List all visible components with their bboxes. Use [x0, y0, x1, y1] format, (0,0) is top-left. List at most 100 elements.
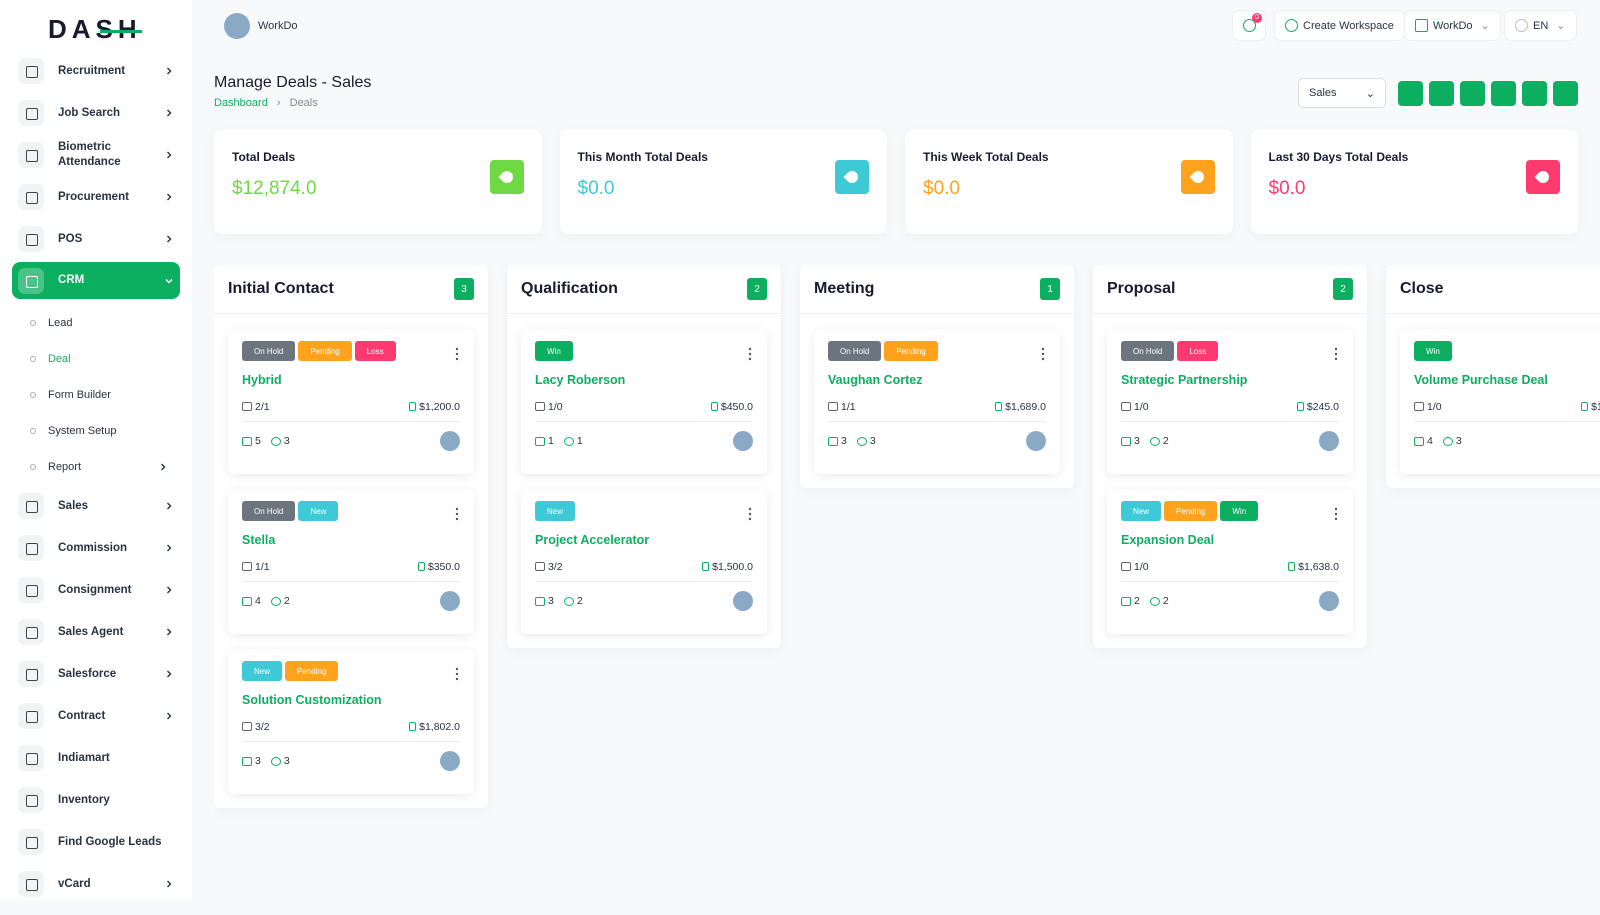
products-count: 3: [841, 435, 847, 447]
column-count: 2: [747, 278, 767, 300]
chevron: [167, 880, 172, 888]
card-menu[interactable]: [1333, 347, 1339, 361]
card-menu[interactable]: [747, 347, 753, 361]
deal-card[interactable]: On Hold New Stella 1/1 $350.0 4 2: [228, 489, 474, 634]
card-menu[interactable]: [1333, 507, 1339, 521]
deal-info: 2/1 $1,200.0: [242, 401, 460, 422]
export-button[interactable]: [1491, 80, 1516, 106]
tasks-icon: [1121, 562, 1131, 571]
sub-item[interactable]: Deal: [30, 341, 168, 377]
nav-item[interactable]: Find Google Leads: [12, 821, 180, 863]
nav-item[interactable]: Inventory: [12, 779, 180, 821]
price-value: $1,200.0: [419, 401, 460, 413]
deal-card[interactable]: On Hold Loss Strategic Partnership 1/0 $245.…: [1107, 329, 1353, 474]
deal-info: 1/0 $1,230.0: [1414, 401, 1600, 422]
price-icon: [1296, 402, 1304, 411]
user-name: WorkDo: [1433, 19, 1473, 32]
nav-item[interactable]: Recruitment: [12, 50, 180, 92]
nav-item[interactable]: Job Search: [12, 92, 180, 134]
nav-item[interactable]: CRM: [12, 262, 180, 299]
deal-name: Strategic Partnership: [1121, 373, 1248, 387]
breadcrumb-link[interactable]: Dashboard: [214, 97, 268, 109]
language-menu[interactable]: EN ⌄: [1504, 10, 1577, 41]
nav-item[interactable]: Biometric Attendance: [12, 134, 180, 176]
workspace-switch[interactable]: WorkDo: [214, 10, 308, 41]
deal-info: 1/0 $1,638.0: [1121, 561, 1339, 582]
page-title: Manage Deals - Sales: [214, 74, 372, 91]
create-button[interactable]: [1553, 80, 1578, 106]
tasks: 1/1: [828, 401, 856, 413]
card-menu[interactable]: [454, 667, 460, 681]
tasks: 2/1: [242, 401, 270, 413]
sources-icon: [1149, 596, 1160, 606]
hubspot-button[interactable]: [1429, 80, 1454, 106]
sources-icon: [1442, 436, 1453, 446]
price: $1,200.0: [409, 401, 460, 413]
nav-item[interactable]: Contract: [12, 695, 180, 737]
column: Meeting 1 On Hold Pending Vaughan Cortez 1/1 $…: [800, 265, 1074, 488]
deal-card[interactable]: On Hold Pending Loss Hybrid 2/1 $1,200.0 5 3: [228, 329, 474, 474]
deal-card[interactable]: New Project Accelerator 3/2 $1,500.0 3 2: [521, 489, 767, 634]
tasks: 3/2: [242, 721, 270, 733]
deal-name: Vaughan Cortez: [828, 373, 923, 387]
create-workspace[interactable]: Create Workspace: [1274, 10, 1405, 41]
nav-item[interactable]: POS: [12, 218, 180, 260]
column-title: Proposal: [1107, 280, 1176, 297]
nav-item[interactable]: Sales Agent: [12, 611, 180, 653]
sub-item[interactable]: System Setup: [30, 413, 168, 449]
topbar: WorkDo 0 Create Workspace WorkDo ⌄ EN ⌄: [192, 0, 1600, 52]
price-icon: [1581, 402, 1589, 411]
tags: New Pending: [242, 661, 460, 681]
toolbar: Sales ⌄: [1298, 78, 1578, 108]
deal-card[interactable]: New Pending Solution Customization 3/2 $1,80…: [228, 649, 474, 794]
import-button[interactable]: [1398, 80, 1423, 106]
nav-item[interactable]: Procurement: [12, 176, 180, 218]
stat-value: $0.0: [577, 178, 615, 199]
deal-card[interactable]: On Hold Pending Vaughan Cortez 1/1 $1,689.0 3…: [814, 329, 1060, 474]
sources-count: 1: [576, 435, 583, 447]
card-menu[interactable]: [454, 347, 460, 361]
nav-item[interactable]: Commission: [12, 527, 180, 569]
deal-card[interactable]: New Pending Win Expansion Deal 1/0 $1,638.0 2 2: [1107, 489, 1353, 634]
deal-card[interactable]: Win Lacy Roberson 1/0 $450.0 1 1: [521, 329, 767, 474]
cloud-button[interactable]: [1460, 80, 1485, 106]
products-icon: [242, 756, 252, 766]
nav-item[interactable]: vCard: [12, 863, 180, 900]
nav-item[interactable]: Indiamart: [12, 737, 180, 779]
sub-item[interactable]: Report: [30, 449, 168, 485]
user-menu[interactable]: WorkDo ⌄: [1404, 10, 1501, 41]
breadcrumb: Dashboard › Deals: [214, 97, 318, 109]
nav-item[interactable]: Salesforce: [12, 653, 180, 695]
stat-icon: [1180, 160, 1215, 194]
sub-item[interactable]: Form Builder: [30, 377, 168, 413]
sources-icon: [563, 436, 574, 446]
tags: On Hold New: [242, 501, 460, 521]
price: $1,689.0: [995, 401, 1046, 413]
deal-name: Stella: [242, 533, 276, 547]
products-count: 4: [255, 595, 261, 607]
price-value: $350.0: [427, 561, 460, 573]
logo-accent: [100, 30, 142, 33]
price-icon: [409, 722, 417, 731]
card-menu[interactable]: [747, 507, 753, 521]
price-value: $1,638.0: [1298, 561, 1339, 573]
nav-label: CRM: [58, 274, 85, 286]
list-view-button[interactable]: [1522, 80, 1547, 106]
notifications[interactable]: 0: [1232, 10, 1266, 41]
products-icon: [242, 436, 252, 446]
nav-item[interactable]: Consignment: [12, 569, 180, 611]
stat-label: Last 30 Days Total Deals: [1268, 150, 1409, 164]
pipeline-select[interactable]: Sales ⌄: [1298, 78, 1386, 108]
column-header: Initial Contact 3: [214, 265, 488, 314]
dots: [455, 347, 459, 361]
dots: [455, 507, 459, 521]
sub-item[interactable]: Lead: [30, 305, 168, 341]
nav-item[interactable]: Sales: [12, 485, 180, 527]
nav-icon: [18, 267, 44, 294]
logo[interactable]: DASH: [48, 14, 142, 44]
card-menu[interactable]: [1040, 347, 1046, 361]
card-menu[interactable]: [454, 507, 460, 521]
column-header: Proposal 2: [1093, 265, 1367, 314]
tasks-value: 3/2: [255, 721, 270, 733]
